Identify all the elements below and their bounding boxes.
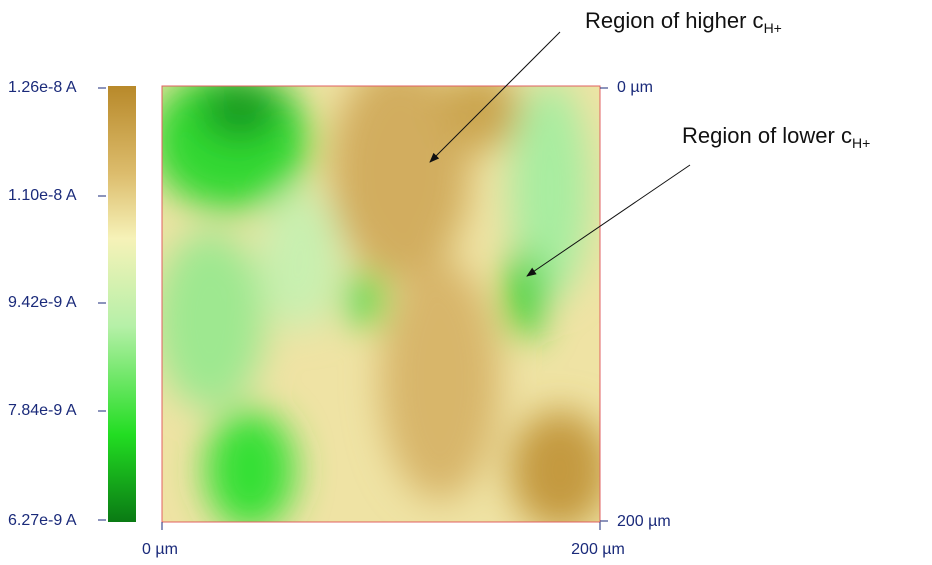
axis-label: 0 µm bbox=[142, 541, 178, 558]
annotation-text: Region of lower c bbox=[682, 123, 852, 148]
annotation-text: Region of higher c bbox=[585, 8, 764, 33]
axis-label: 0 µm bbox=[617, 79, 653, 96]
annotation-subscript: H+ bbox=[852, 135, 870, 151]
annotation-subscript: H+ bbox=[764, 20, 782, 36]
colorbar-label: 1.26e-8 A bbox=[8, 79, 77, 96]
figure: 1.26e-8 A 1.10e-8 A 9.42e-9 A 7.84e-9 A … bbox=[0, 0, 932, 565]
heatmap bbox=[150, 60, 610, 530]
colorbar-label: 7.84e-9 A bbox=[8, 402, 77, 419]
colorbar-ticks bbox=[98, 88, 106, 520]
annotation: Region of lower cH+ bbox=[682, 123, 870, 151]
colorbar-label: 9.42e-9 A bbox=[8, 294, 77, 311]
annotation: Region of higher cH+ bbox=[585, 8, 782, 36]
colorbar bbox=[108, 86, 136, 522]
axis-label: 200 µm bbox=[617, 513, 671, 530]
colorbar-label: 1.10e-8 A bbox=[8, 187, 77, 204]
axis-label: 200 µm bbox=[571, 541, 625, 558]
colorbar-label: 6.27e-9 A bbox=[8, 512, 77, 529]
